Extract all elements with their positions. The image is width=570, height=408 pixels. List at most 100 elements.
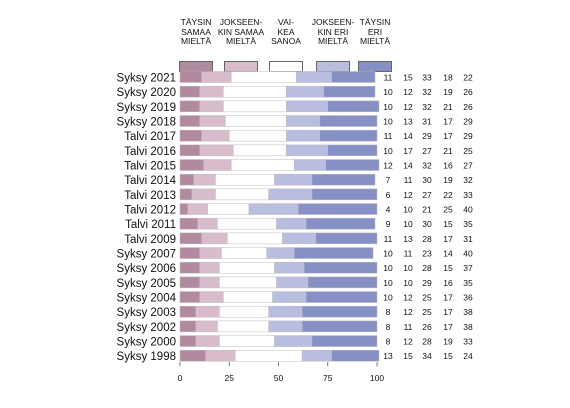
- category-label: Talvi 2013: [124, 190, 176, 202]
- bar-segment: [230, 71, 297, 83]
- data-label: 26: [422, 322, 432, 332]
- data-label: 14: [443, 249, 453, 259]
- category-label: Talvi 2011: [125, 219, 176, 231]
- bar-segment: [179, 349, 206, 362]
- x-tick-label: 75: [323, 373, 333, 383]
- data-label: 21: [443, 102, 453, 112]
- bar-segment: [179, 144, 200, 157]
- data-label: 8: [386, 337, 391, 347]
- data-label: 32: [422, 102, 432, 112]
- data-label: 28: [422, 263, 432, 273]
- data-label: 13: [403, 234, 413, 244]
- data-label: 12: [403, 293, 413, 303]
- bar-segment: [301, 320, 378, 333]
- bar-segment: [199, 85, 224, 98]
- data-label: 29: [463, 131, 473, 141]
- bar-segment: [179, 203, 189, 215]
- data-label: 32: [422, 161, 432, 171]
- bar-segment: [323, 85, 376, 98]
- data-label: 16: [443, 278, 453, 288]
- data-label: 10: [383, 146, 393, 156]
- data-label: 37: [463, 263, 473, 273]
- bar-segment: [315, 232, 378, 245]
- bar-segment: [219, 335, 275, 347]
- data-label: 28: [422, 234, 432, 244]
- x-tick-label: 0: [178, 373, 183, 383]
- data-label: 9: [386, 219, 391, 229]
- bar-segment: [199, 247, 222, 259]
- data-label: 19: [443, 87, 453, 97]
- bar-segment: [199, 261, 220, 274]
- bar-segment: [219, 276, 277, 289]
- bar-segment: [179, 335, 197, 347]
- bar-segment: [307, 276, 378, 289]
- data-label: 13: [383, 351, 393, 361]
- legend-label: TÄYSIN ERI MIELTÄ: [359, 17, 391, 46]
- bar-segment: [219, 261, 275, 274]
- bar-segment: [219, 305, 269, 318]
- category-label: Talvi 2009: [124, 234, 176, 246]
- category-label: Syksy 2005: [117, 278, 176, 290]
- bar-segment: [276, 276, 309, 289]
- category-label: Syksy 2002: [117, 322, 176, 334]
- bar-segment: [274, 173, 313, 186]
- bar-segment: [221, 247, 267, 259]
- data-label: 40: [463, 205, 473, 215]
- data-label: 25: [422, 307, 432, 317]
- data-label: 25: [463, 146, 473, 156]
- data-label: 15: [443, 351, 453, 361]
- bar-segment: [286, 144, 329, 157]
- bar-segment: [179, 159, 204, 171]
- data-label: 11: [404, 175, 413, 185]
- legend-label: VAI- KEA SANOA: [271, 17, 301, 46]
- data-label: 21: [443, 146, 453, 156]
- bar-segment: [286, 129, 321, 142]
- bar-segment: [294, 159, 327, 171]
- bar-segment: [201, 71, 232, 83]
- bar-segment: [248, 203, 299, 215]
- bar-segment: [179, 100, 200, 113]
- data-label: 10: [403, 263, 413, 273]
- data-label: 33: [463, 337, 473, 347]
- data-label: 17: [443, 117, 453, 127]
- data-label: 6: [386, 190, 391, 200]
- data-label: 11: [384, 131, 393, 141]
- data-label: 23: [422, 249, 432, 259]
- bar-segment: [199, 276, 220, 289]
- bar-segment: [274, 261, 305, 274]
- bar-segment: [230, 159, 295, 171]
- category-label: Talvi 2015: [124, 161, 176, 173]
- data-label: 10: [383, 278, 393, 288]
- data-label: 12: [403, 87, 413, 97]
- data-label: 29: [463, 117, 473, 127]
- data-label: 19: [443, 337, 453, 347]
- data-label: 12: [403, 190, 413, 200]
- data-label: 25: [422, 293, 432, 303]
- bar-segment: [295, 71, 332, 83]
- bar-segment: [225, 115, 287, 127]
- data-label: 27: [422, 190, 432, 200]
- bar-segment: [201, 129, 230, 142]
- data-label: 30: [422, 175, 432, 185]
- data-label: 15: [403, 73, 413, 83]
- data-label: 25: [443, 205, 453, 215]
- data-label: 10: [383, 263, 393, 273]
- bar-segment: [268, 320, 303, 333]
- bar-segment: [179, 85, 200, 98]
- data-label: 26: [463, 102, 473, 112]
- bar-segment: [217, 217, 277, 230]
- bar-segment: [282, 232, 317, 245]
- data-label: 8: [386, 322, 391, 332]
- data-label: 33: [463, 190, 473, 200]
- bar-segment: [301, 305, 378, 318]
- data-label: 12: [403, 307, 413, 317]
- data-label: 17: [403, 146, 413, 156]
- data-label: 11: [384, 234, 393, 244]
- legend-label: JOKSEEN- KIN SAMAA MIELTÄ: [217, 17, 265, 46]
- category-label: Syksy 2020: [117, 87, 176, 99]
- bar-segment: [268, 188, 313, 201]
- data-label: 8: [386, 307, 391, 317]
- data-label: 11: [384, 73, 393, 83]
- bar-segment: [319, 129, 378, 142]
- bar-segment: [229, 129, 287, 142]
